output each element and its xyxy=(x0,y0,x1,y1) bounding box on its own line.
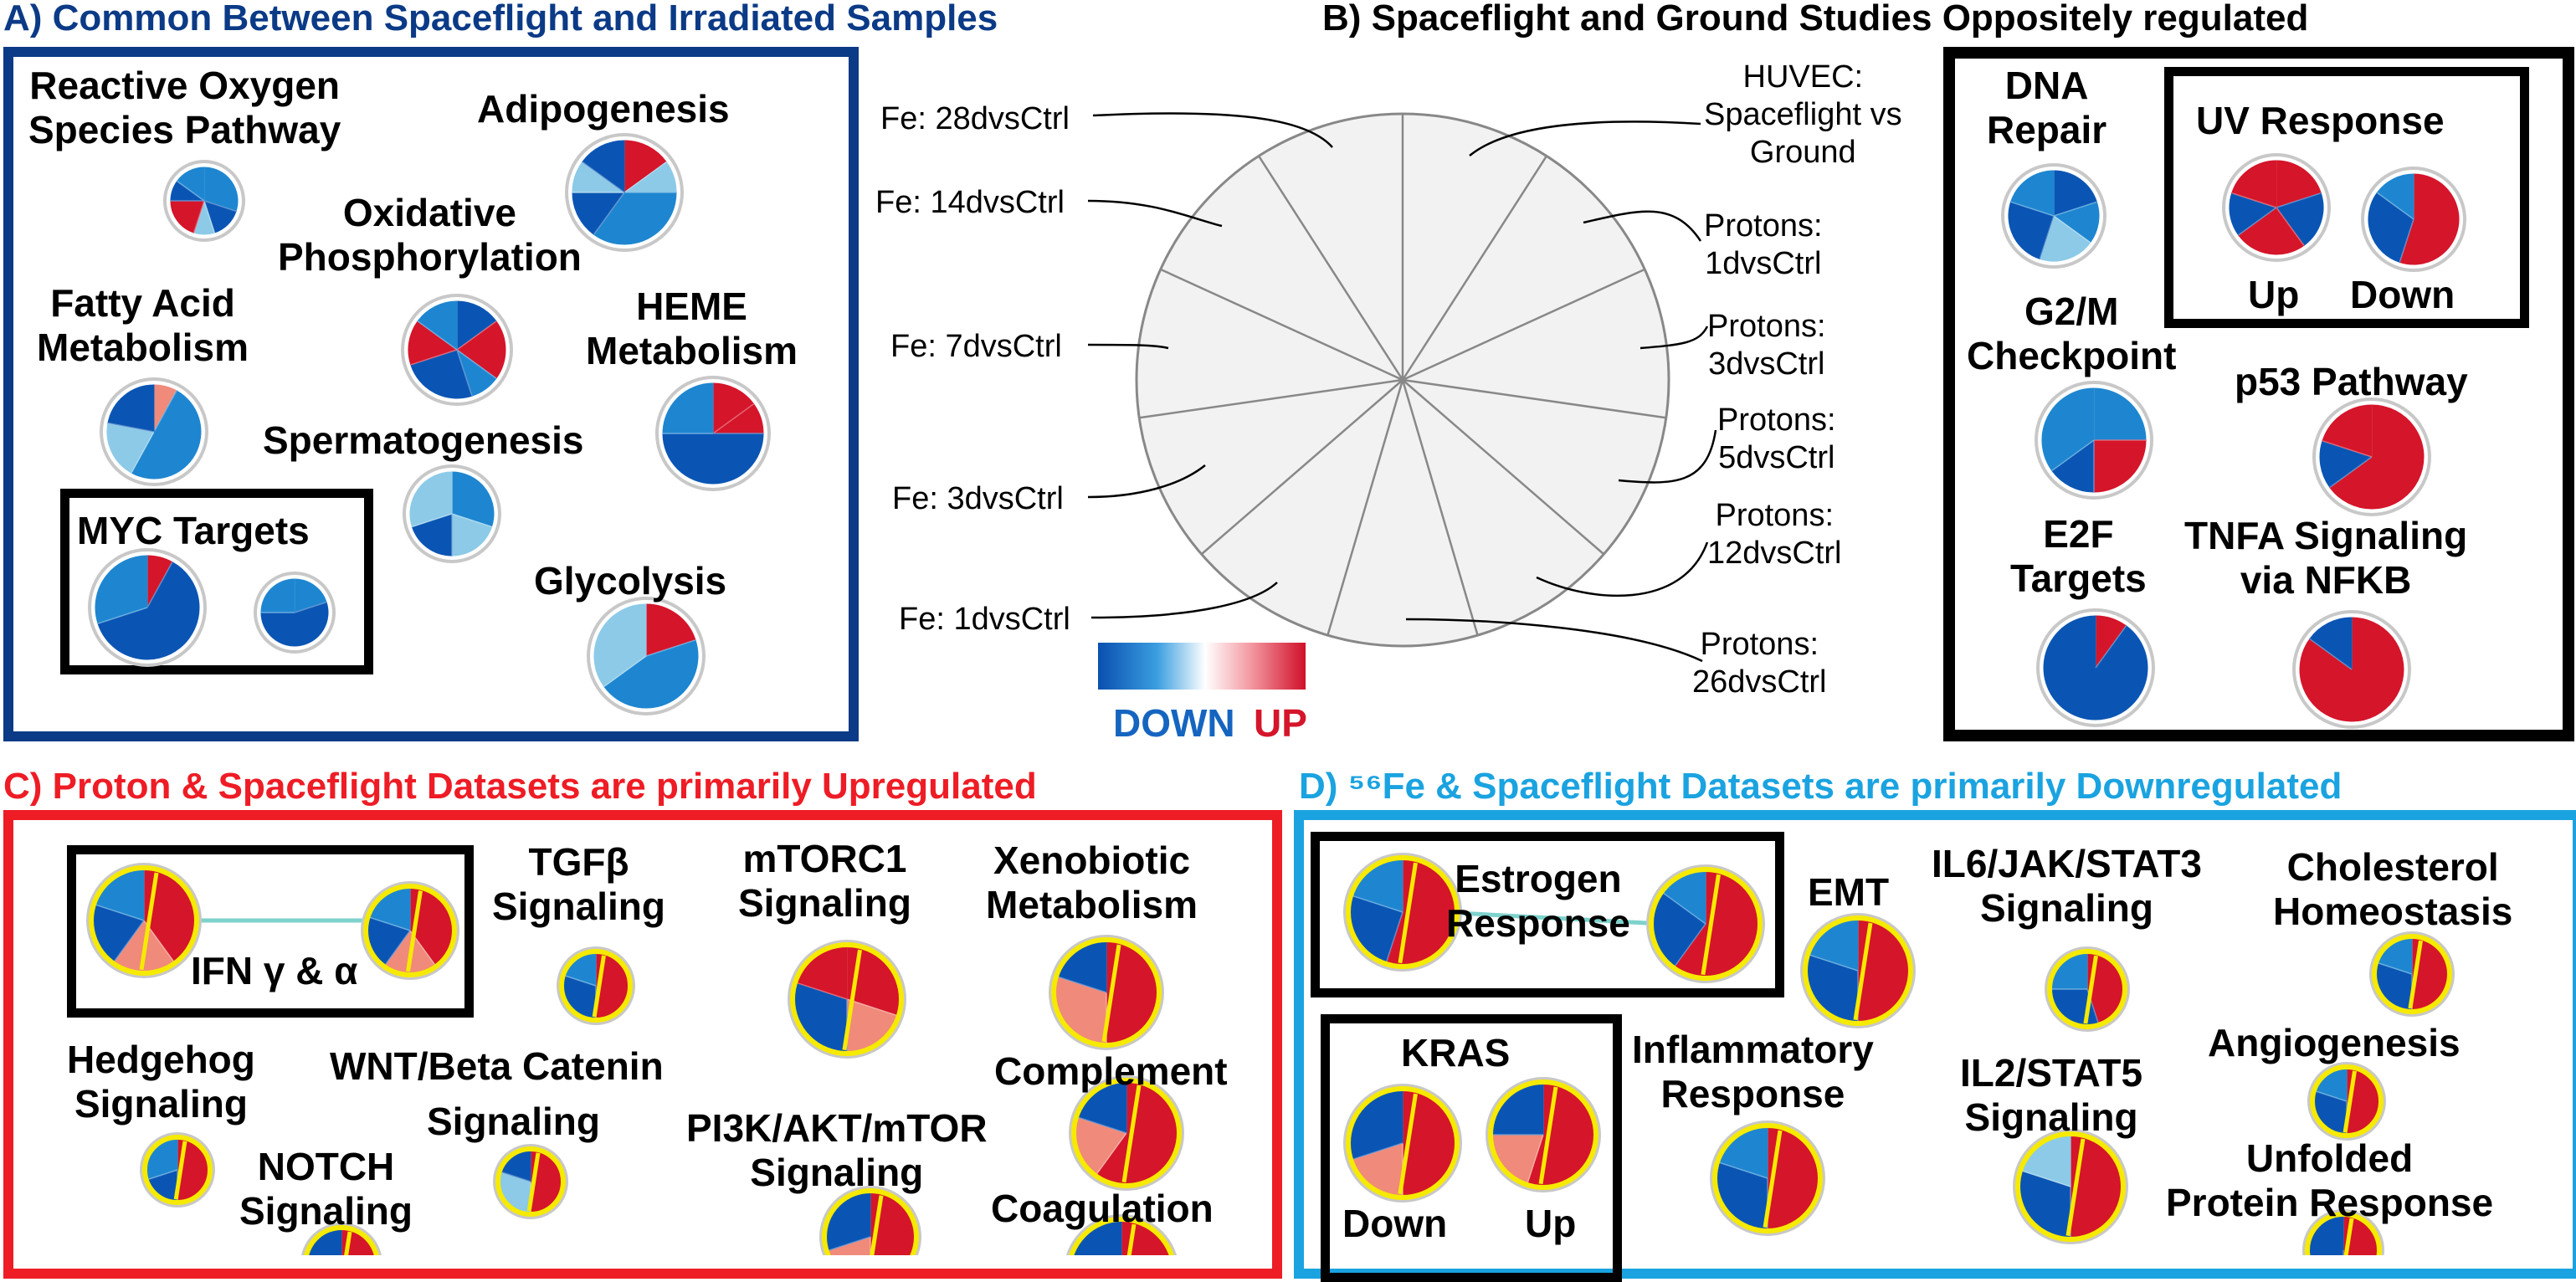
label-glycolysis: Glycolysis xyxy=(534,559,727,603)
wheel-spoke xyxy=(1401,155,1547,381)
label-il2: IL2/STAT5 Signaling xyxy=(1960,1051,2143,1140)
label-estrogen: Estrogen Response xyxy=(1446,857,1630,946)
estrogen-box xyxy=(1311,832,1784,997)
label-tnfa: TNFA Signaling via NFKB xyxy=(2184,514,2468,603)
wheel-leader-line xyxy=(1090,582,1278,619)
wheel-label-p12: Protons: 12dvsCtrl xyxy=(1707,498,1842,571)
wheel-leader-line xyxy=(1087,199,1223,228)
wheel-spoke xyxy=(1139,378,1403,419)
label-kras-up: Up xyxy=(1525,1202,1577,1245)
label-wnt-signaling: Signaling xyxy=(427,1100,600,1143)
label-p53: p53 Pathway xyxy=(2235,360,2468,403)
wheel-label-fe7: Fe: 7dvsCtrl xyxy=(890,329,1062,364)
wheel-spoke xyxy=(1402,268,1645,382)
label-uv-up: Up xyxy=(2248,273,2300,316)
label-il6: IL6/JAK/STAT3 Signaling xyxy=(1932,842,2202,931)
label-fatty-acid: Fatty Acid Metabolism xyxy=(37,281,249,370)
wheel-label-p1: Protons: 1dvsCtrl xyxy=(1704,208,1823,281)
label-wnt: WNT/Beta Catenin xyxy=(330,1044,664,1088)
legend-up-label: UP xyxy=(1254,701,1307,745)
wheel-leader-line xyxy=(1087,464,1206,499)
label-pi3k: PI3K/AKT/mTOR Signaling xyxy=(686,1106,988,1195)
label-spermatogenesis: Spermatogenesis xyxy=(263,418,584,462)
wheel-label-p5: Protons: 5dvsCtrl xyxy=(1717,403,1836,475)
wheel-leader-line xyxy=(1618,429,1717,484)
wheel-leader-line xyxy=(1092,112,1333,148)
label-tgf: TGFβ Signaling xyxy=(492,840,665,929)
label-xenobiotic: Xenobiotic Metabolism xyxy=(986,838,1198,927)
label-emt: EMT xyxy=(1808,870,1890,914)
label-oxphos: Oxidative Phosphorylation xyxy=(278,191,582,279)
legend-down-label: DOWN xyxy=(1113,701,1235,745)
label-g2m: G2/M Checkpoint xyxy=(1967,290,2177,378)
panel-a-title: A) Common Between Spaceflight and Irradi… xyxy=(3,0,998,38)
wheel-label-p26: Protons: 26dvsCtrl xyxy=(1692,627,1827,700)
wheel-label-huvec: HUVEC: Spaceflight vs Ground xyxy=(1704,59,1902,170)
wheel-label-fe1: Fe: 1dvsCtrl xyxy=(899,602,1070,637)
label-coagulation: Coagulation xyxy=(991,1187,1214,1230)
label-e2f: E2F Targets xyxy=(2010,512,2147,601)
label-ros: Reactive Oxygen Species Pathway xyxy=(28,64,341,152)
wheel-leader-line xyxy=(1469,121,1701,156)
label-adipogenesis: Adipogenesis xyxy=(477,87,730,131)
label-complement: Complement xyxy=(994,1049,1228,1093)
wheel-label-fe3: Fe: 3dvsCtrl xyxy=(892,481,1064,516)
label-heme: HEME Metabolism xyxy=(586,285,798,373)
label-kras: KRAS xyxy=(1401,1031,1511,1074)
legend-up-gradient xyxy=(1205,643,1306,690)
panel-d-title: D) ⁵⁶Fe & Spaceflight Datasets are prima… xyxy=(1299,766,2343,807)
panel-c-title: C) Proton & Spaceflight Datasets are pri… xyxy=(3,766,1037,807)
panel-b-title: B) Spaceflight and Ground Studies Opposi… xyxy=(1322,0,2309,38)
wheel-leader-line xyxy=(1536,541,1709,597)
wheel-spoke xyxy=(1401,379,1479,636)
wheel-leader-line xyxy=(1087,343,1169,350)
label-inflammatory: Inflammatory Response xyxy=(1632,1028,1874,1116)
label-myc-targets: MYC Targets xyxy=(77,509,310,552)
label-uv-down: Down xyxy=(2350,273,2455,316)
wheel-leader-line xyxy=(1405,618,1703,663)
wheel-label-p3: Protons: 3dvsCtrl xyxy=(1707,309,1826,382)
panel-a-frame xyxy=(3,47,859,741)
wheel-label-fe28: Fe: 28dvsCtrl xyxy=(880,101,1070,136)
uv-response-box xyxy=(2164,67,2529,328)
label-notch: NOTCH Signaling xyxy=(239,1145,413,1233)
label-ifn: IFN γ & α xyxy=(191,949,358,992)
label-hedgehog: Hedgehog Signaling xyxy=(67,1038,255,1126)
wheel-spoke xyxy=(1326,379,1404,636)
wheel-spoke xyxy=(1160,268,1403,382)
wheel-leader-line xyxy=(1583,210,1702,242)
wheel-spoke xyxy=(1402,379,1605,556)
label-unfolded: Unfolded Protein Response xyxy=(2166,1136,2494,1225)
label-mtorc1: mTORC1 Signaling xyxy=(738,837,911,926)
label-angiogenesis: Angiogenesis xyxy=(2208,1021,2461,1064)
wheel-leader-line xyxy=(1640,326,1709,350)
wheel-spoke xyxy=(1200,379,1403,556)
wheel-spoke xyxy=(1402,378,1666,419)
wheel-label-fe14: Fe: 14dvsCtrl xyxy=(875,185,1065,220)
legend-down-gradient xyxy=(1098,643,1205,690)
label-kras-down: Down xyxy=(1342,1202,1448,1245)
ifn-box xyxy=(67,845,474,1018)
myc-targets-box xyxy=(60,489,373,674)
wheel-spoke xyxy=(1258,155,1404,381)
label-uv-response: UV Response xyxy=(2196,99,2445,142)
label-dna-repair: DNA Repair xyxy=(1987,64,2107,152)
dataset-wheel: DOWN UP xyxy=(1087,112,1717,745)
label-cholesterol: Cholesterol Homeostasis xyxy=(2273,845,2513,934)
panel-b-frame xyxy=(1943,47,2574,741)
